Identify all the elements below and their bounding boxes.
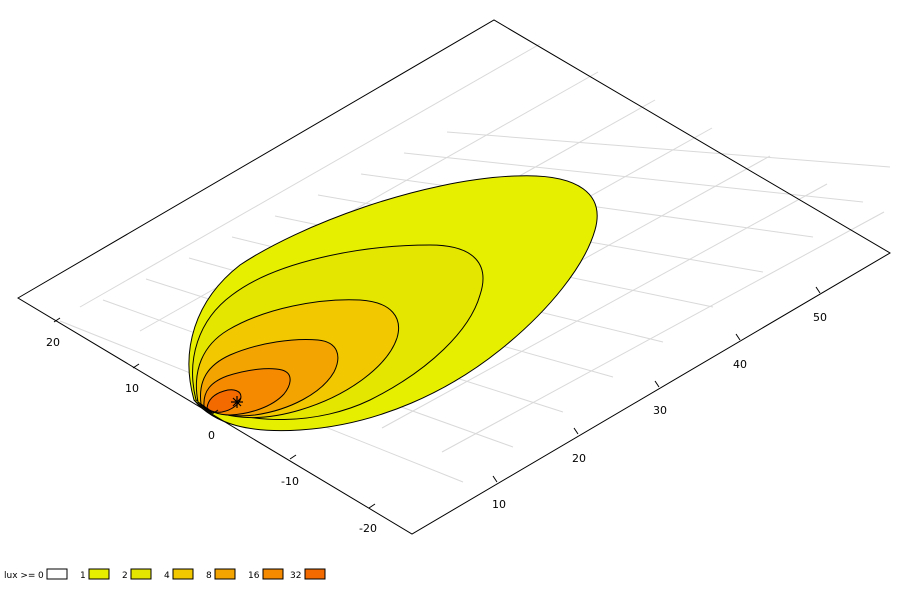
y-tick <box>368 503 376 509</box>
legend-swatch <box>130 568 152 580</box>
legend-label: 16 <box>248 571 260 581</box>
y-tick <box>289 454 297 460</box>
grid-line <box>381 183 828 429</box>
y-tick-label: 10 <box>125 382 139 395</box>
legend-label: 0 <box>38 571 44 581</box>
contour-band-32lux <box>206 389 242 413</box>
grid-line <box>446 131 891 168</box>
legend: lux >= 0 1 2 4 8 16 32 <box>4 568 326 581</box>
legend-swatch <box>172 568 194 580</box>
x-tick-label: 50 <box>813 311 827 324</box>
contour-bands <box>188 175 598 432</box>
legend-swatch <box>88 568 110 580</box>
y-tick-label: 20 <box>46 336 60 349</box>
x-tick <box>815 286 821 294</box>
y-axis-tick-labels: -20 -10 0 10 20 <box>46 336 377 535</box>
x-axis-tick-labels: 10 20 30 40 50 <box>492 311 827 511</box>
legend-label: 32 <box>290 571 301 581</box>
y-tick <box>53 317 61 323</box>
x-tick-label: 20 <box>572 452 586 465</box>
x-tick <box>492 475 498 483</box>
x-tick <box>573 427 579 435</box>
y-tick-label: 0 <box>208 429 215 442</box>
grid-line <box>403 152 864 203</box>
y-tick-label: -20 <box>359 522 377 535</box>
grid-line <box>441 211 885 453</box>
x-tick <box>735 333 741 341</box>
y-tick <box>132 363 140 369</box>
luminaire-asterisk-icon <box>231 396 243 408</box>
legend-swatch <box>46 568 68 580</box>
legend-items: 0 1 2 4 8 16 32 <box>38 568 326 581</box>
legend-title: lux >= <box>4 571 35 581</box>
legend-label: 4 <box>164 571 170 581</box>
y-tick <box>211 409 219 415</box>
x-tick <box>654 380 660 388</box>
legend-swatch <box>214 568 236 580</box>
legend-label: 8 <box>206 571 212 581</box>
legend-swatch <box>262 568 284 580</box>
x-tick-label: 40 <box>733 358 747 371</box>
legend-label: 2 <box>122 571 128 581</box>
legend-swatch <box>304 568 326 580</box>
x-tick-label: 10 <box>492 498 506 511</box>
legend-label: 1 <box>80 571 86 581</box>
axis-ticks <box>53 286 821 509</box>
contour-cusp-tail <box>193 399 215 414</box>
x-tick-label: 30 <box>653 404 667 417</box>
grid-line <box>79 43 541 308</box>
y-tick-label: -10 <box>281 475 299 488</box>
plot-frame <box>17 19 891 535</box>
